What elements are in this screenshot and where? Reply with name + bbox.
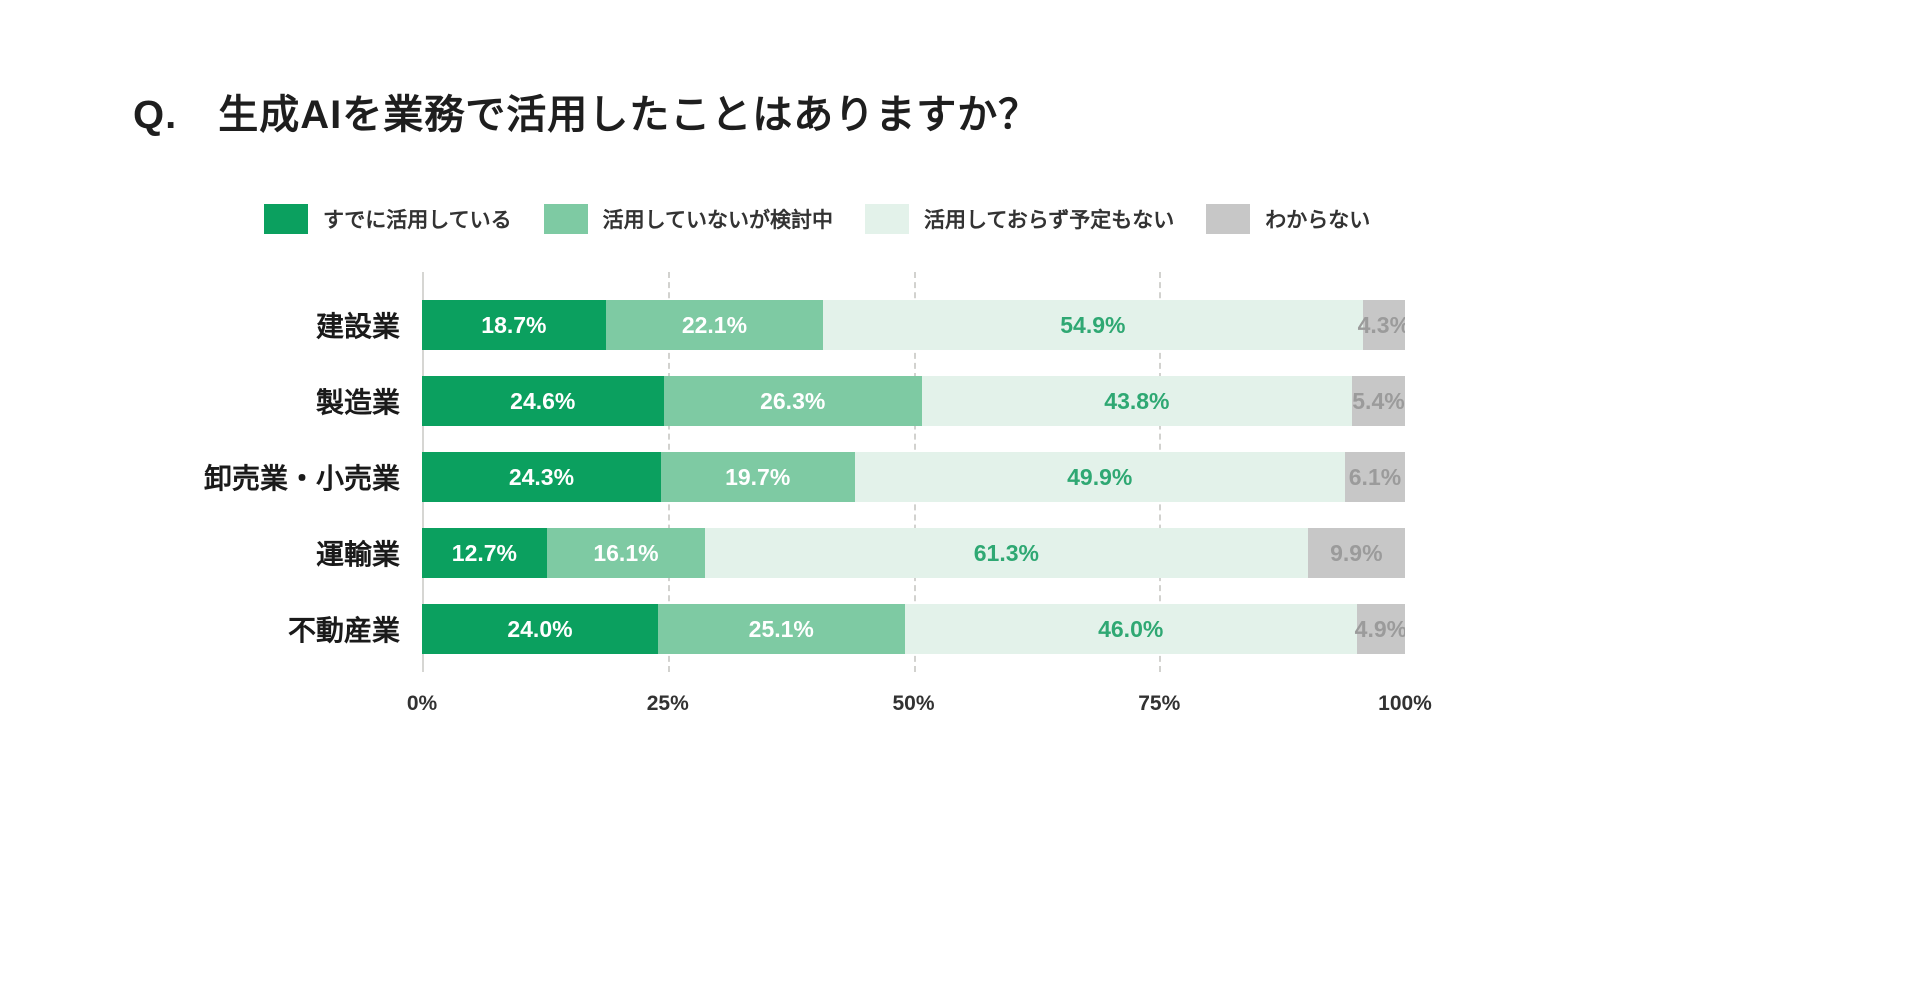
legend-label: わからない bbox=[1265, 209, 1371, 232]
stacked-bar: 24.6% 26.3% 43.8% 5.4% bbox=[422, 376, 1405, 426]
legend-swatch bbox=[543, 204, 588, 234]
legend-swatch bbox=[264, 204, 308, 234]
x-axis-tick-label: 50% bbox=[892, 692, 935, 715]
bar-segment: 24.6% bbox=[422, 376, 664, 426]
chart-row: 卸売業・小売業 24.3% 19.7% 49.9% 6.1% bbox=[204, 452, 1405, 502]
bar-segment: 4.3% bbox=[1358, 300, 1405, 350]
stacked-bar: 24.3% 19.7% 49.9% 6.1% bbox=[422, 452, 1405, 502]
segment-value-label: 4.9% bbox=[1354, 615, 1405, 642]
legend-label: 活用していないが検討中 bbox=[602, 209, 833, 232]
segment-value-label: 4.3% bbox=[1357, 311, 1405, 338]
chart-rows: 建設業 18.7% 22.1% 54.9% 4.3% 製造業 24.6% 26.3% 43.8%… bbox=[204, 300, 1405, 654]
segment-value-label: 24.3% bbox=[508, 463, 575, 490]
category-label: 卸売業・小売業 bbox=[203, 463, 400, 494]
segment-value-label: 25.1% bbox=[748, 615, 814, 642]
legend-label: 活用しておらず予定もない bbox=[923, 209, 1175, 232]
stacked-bar: 12.7% 16.1% 61.3% 9.9% bbox=[422, 528, 1405, 578]
segment-value-label: 19.7% bbox=[725, 463, 791, 490]
bar-segment: 24.3% bbox=[422, 452, 661, 502]
segment-value-label: 18.7% bbox=[481, 311, 547, 338]
bar-segment: 61.3% bbox=[705, 528, 1308, 578]
segment-value-label: 61.3% bbox=[973, 539, 1039, 566]
segment-value-label: 9.9% bbox=[1330, 539, 1383, 566]
legend-label: すでに活用している bbox=[323, 209, 512, 232]
stacked-bar: 24.0% 25.1% 46.0% 4.9% bbox=[422, 604, 1405, 654]
legend-swatch bbox=[864, 204, 909, 234]
segment-value-label: 49.9% bbox=[1067, 463, 1133, 490]
legend-item: 活用しておらず予定もない bbox=[864, 204, 1175, 234]
bar-segment: 18.7% bbox=[422, 300, 606, 350]
legend-item: わからない bbox=[1206, 204, 1370, 234]
chart-row: 運輸業 12.7% 16.1% 61.3% 9.9% bbox=[316, 528, 1405, 578]
bar-segment: 22.1% bbox=[605, 300, 824, 350]
stacked-bar: 18.7% 22.1% 54.9% 4.3% bbox=[422, 300, 1405, 350]
legend-item: 活用していないが検討中 bbox=[543, 204, 833, 234]
bar-segment: 12.7% bbox=[422, 528, 547, 578]
segment-value-label: 12.7% bbox=[451, 539, 518, 566]
stacked-bar-chart: 建設業 18.7% 22.1% 54.9% 4.3% 製造業 24.6% 26.3% 43.8%… bbox=[204, 272, 1432, 715]
category-label: 不動産業 bbox=[287, 615, 400, 646]
bar-segment: 26.3% bbox=[663, 376, 922, 426]
chart-row: 製造業 24.6% 26.3% 43.8% 5.4% bbox=[316, 376, 1405, 426]
segment-value-label: 6.1% bbox=[1348, 463, 1402, 490]
x-axis-tick-label: 75% bbox=[1138, 692, 1181, 715]
bar-segment: 25.1% bbox=[657, 604, 905, 654]
category-label: 運輸業 bbox=[315, 539, 400, 570]
x-axis-tick-label: 25% bbox=[646, 692, 689, 715]
legend-swatch bbox=[1206, 204, 1251, 234]
segment-value-label: 22.1% bbox=[681, 311, 748, 338]
legend-item: すでに活用している bbox=[264, 204, 512, 234]
segment-value-label: 26.3% bbox=[760, 387, 826, 414]
category-label: 製造業 bbox=[315, 387, 400, 418]
segment-value-label: 5.4% bbox=[1352, 387, 1405, 414]
segment-value-label: 46.0% bbox=[1098, 615, 1164, 642]
chart-title: Q. 生成AIを業務で活用したことはありますか？ bbox=[133, 93, 1040, 137]
category-label: 建設業 bbox=[315, 311, 400, 342]
bar-segment: 19.7% bbox=[660, 452, 855, 502]
bar-segment: 4.9% bbox=[1354, 604, 1405, 654]
bar-segment: 5.4% bbox=[1351, 376, 1405, 426]
chart-row: 不動産業 24.0% 25.1% 46.0% 4.9% bbox=[288, 604, 1405, 654]
segment-value-label: 24.6% bbox=[510, 387, 576, 414]
segment-value-label: 43.8% bbox=[1104, 387, 1170, 414]
bar-segment: 43.8% bbox=[921, 376, 1352, 426]
bar-segment: 16.1% bbox=[546, 528, 706, 578]
chart-row: 建設業 18.7% 22.1% 54.9% 4.3% bbox=[316, 300, 1405, 350]
segment-value-label: 24.0% bbox=[507, 615, 573, 642]
bar-segment: 6.1% bbox=[1345, 452, 1405, 502]
x-axis-tick-label: 0% bbox=[406, 692, 438, 715]
x-axis-tick-label: 100% bbox=[1378, 692, 1432, 715]
bar-segment: 49.9% bbox=[854, 452, 1346, 502]
segment-value-label: 16.1% bbox=[593, 539, 659, 566]
bar-segment: 9.9% bbox=[1307, 528, 1405, 578]
bar-segment: 24.0% bbox=[422, 604, 658, 654]
chart-legend: すでに活用している 活用していないが検討中 活用しておらず予定もない わからない bbox=[264, 204, 1370, 234]
x-axis: 0% 25% 50% 75% 100% bbox=[407, 692, 1432, 722]
segment-value-label: 54.9% bbox=[1060, 311, 1126, 338]
bar-segment: 46.0% bbox=[904, 604, 1357, 654]
bar-segment: 54.9% bbox=[823, 300, 1363, 350]
